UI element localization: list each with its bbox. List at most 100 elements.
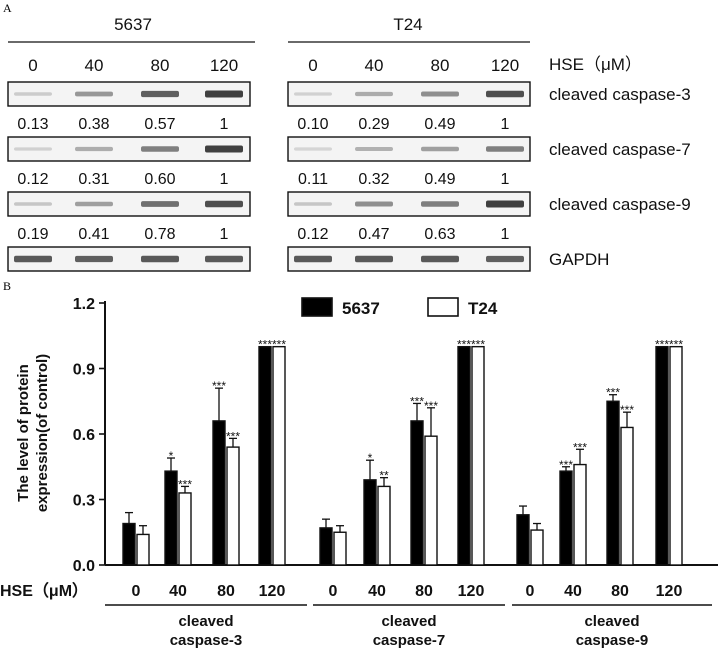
bar-5637	[559, 470, 573, 566]
protein-band	[421, 91, 459, 97]
bar-t24	[178, 492, 192, 566]
x-concentration-label: 0	[329, 583, 338, 600]
bar-5637	[516, 514, 530, 566]
band-ratio-value: 1	[220, 226, 229, 243]
significance-marker: ***	[212, 379, 226, 393]
protein-band	[141, 201, 179, 207]
bar-t24	[573, 463, 587, 566]
legend-swatch-t24	[427, 297, 459, 317]
band-ratio-value: 1	[220, 171, 229, 188]
protein-band	[205, 90, 243, 98]
group-label-line1: cleaved	[584, 613, 639, 630]
x-concentration-label: 0	[132, 583, 141, 600]
band-ratio-value: 0.49	[424, 171, 455, 188]
band-ratio-value: 0.31	[78, 171, 109, 188]
protein-band	[294, 255, 332, 263]
band-ratio-value: 0.63	[424, 226, 455, 243]
concentration-label: 80	[431, 56, 450, 75]
protein-band	[141, 146, 179, 152]
treatment-label: HSE（μM）	[549, 55, 642, 74]
cell-line-5637-label: 5637	[114, 15, 152, 34]
panel-a-western-blot: A 5637 T24 HSE（μM） 0 0 40 40 80 80 120 120 0.13 0…	[3, 1, 691, 272]
band-ratio-value: 0.38	[78, 116, 109, 133]
band-ratio-value: 0.29	[358, 116, 389, 133]
legend-label-5637: 5637	[342, 299, 380, 318]
protein-label: GAPDH	[549, 250, 609, 269]
band-ratio-value: 1	[501, 171, 510, 188]
protein-band	[141, 255, 179, 263]
significance-marker: ***	[410, 394, 424, 408]
concentration-label: 80	[151, 56, 170, 75]
protein-band	[486, 255, 524, 263]
significance-marker: ***	[559, 458, 573, 472]
significance-marker: ***	[457, 338, 471, 352]
protein-band	[421, 255, 459, 263]
protein-band	[14, 147, 52, 151]
bar-5637	[122, 522, 136, 566]
y-tick-label: 0.0	[73, 558, 95, 575]
protein-band	[355, 201, 393, 207]
significance-marker: **	[379, 469, 389, 483]
concentration-label: 120	[491, 56, 519, 75]
bar-5637	[363, 479, 377, 566]
group-label-line1: cleaved	[381, 613, 436, 630]
bar-5637	[410, 420, 424, 566]
x-concentration-label: 80	[217, 583, 235, 600]
protein-band	[294, 202, 332, 206]
protein-band	[486, 146, 524, 152]
protein-band	[355, 146, 393, 152]
bar-t24	[272, 345, 286, 566]
x-concentration-label: 80	[415, 583, 433, 600]
bar-t24	[471, 345, 485, 566]
band-ratio-value: 0.11	[298, 171, 328, 188]
y-axis-title-line2: expression(of control)	[34, 354, 51, 512]
concentration-label: 0	[28, 56, 37, 75]
protein-band	[75, 146, 113, 152]
protein-band	[486, 90, 524, 98]
band-ratio-value: 0.32	[358, 171, 389, 188]
protein-band	[486, 200, 524, 208]
band-ratio-value: 0.78	[144, 226, 175, 243]
x-axis-prefix-label: HSE（μM）	[0, 582, 88, 600]
protein-band	[205, 255, 243, 263]
bar-t24	[226, 446, 240, 566]
group-label-line2: caspase-7	[373, 632, 446, 649]
protein-band	[421, 201, 459, 207]
significance-marker: ***	[178, 477, 192, 491]
bar-t24	[377, 485, 391, 566]
legend-swatch-5637	[301, 297, 333, 317]
protein-band	[75, 201, 113, 207]
concentration-label: 0	[308, 56, 317, 75]
x-concentration-label: 80	[611, 583, 629, 600]
protein-band	[355, 91, 393, 97]
y-tick-label: 0.3	[73, 493, 95, 510]
y-tick-label: 0.6	[73, 427, 95, 444]
band-ratio-value: 0.12	[297, 226, 328, 243]
panel-b-label: B	[3, 279, 11, 293]
bar-t24	[620, 426, 634, 566]
band-ratio-value: 0.12	[17, 171, 48, 188]
protein-band	[14, 92, 52, 96]
bar-t24	[530, 529, 544, 566]
protein-label: cleaved caspase-9	[549, 195, 691, 214]
bar-t24	[136, 533, 150, 566]
band-ratio-value: 1	[220, 116, 229, 133]
concentration-label: 40	[365, 56, 384, 75]
concentration-label: 40	[85, 56, 104, 75]
protein-band	[294, 92, 332, 96]
significance-marker: ***	[258, 338, 272, 352]
protein-band	[14, 255, 52, 263]
panel-a-label: A	[3, 1, 12, 15]
group-label-line2: caspase-3	[170, 632, 243, 649]
bar-5637	[457, 345, 471, 566]
concentration-label: 120	[210, 56, 238, 75]
significance-marker: ***	[573, 440, 587, 454]
bar-5637	[258, 345, 272, 566]
x-concentration-label: 120	[458, 583, 485, 600]
x-concentration-label: 40	[564, 583, 582, 600]
x-concentration-label: 40	[368, 583, 386, 600]
band-ratio-value: 0.19	[17, 226, 48, 243]
bar-t24	[333, 531, 347, 566]
bar-5637	[655, 345, 669, 566]
